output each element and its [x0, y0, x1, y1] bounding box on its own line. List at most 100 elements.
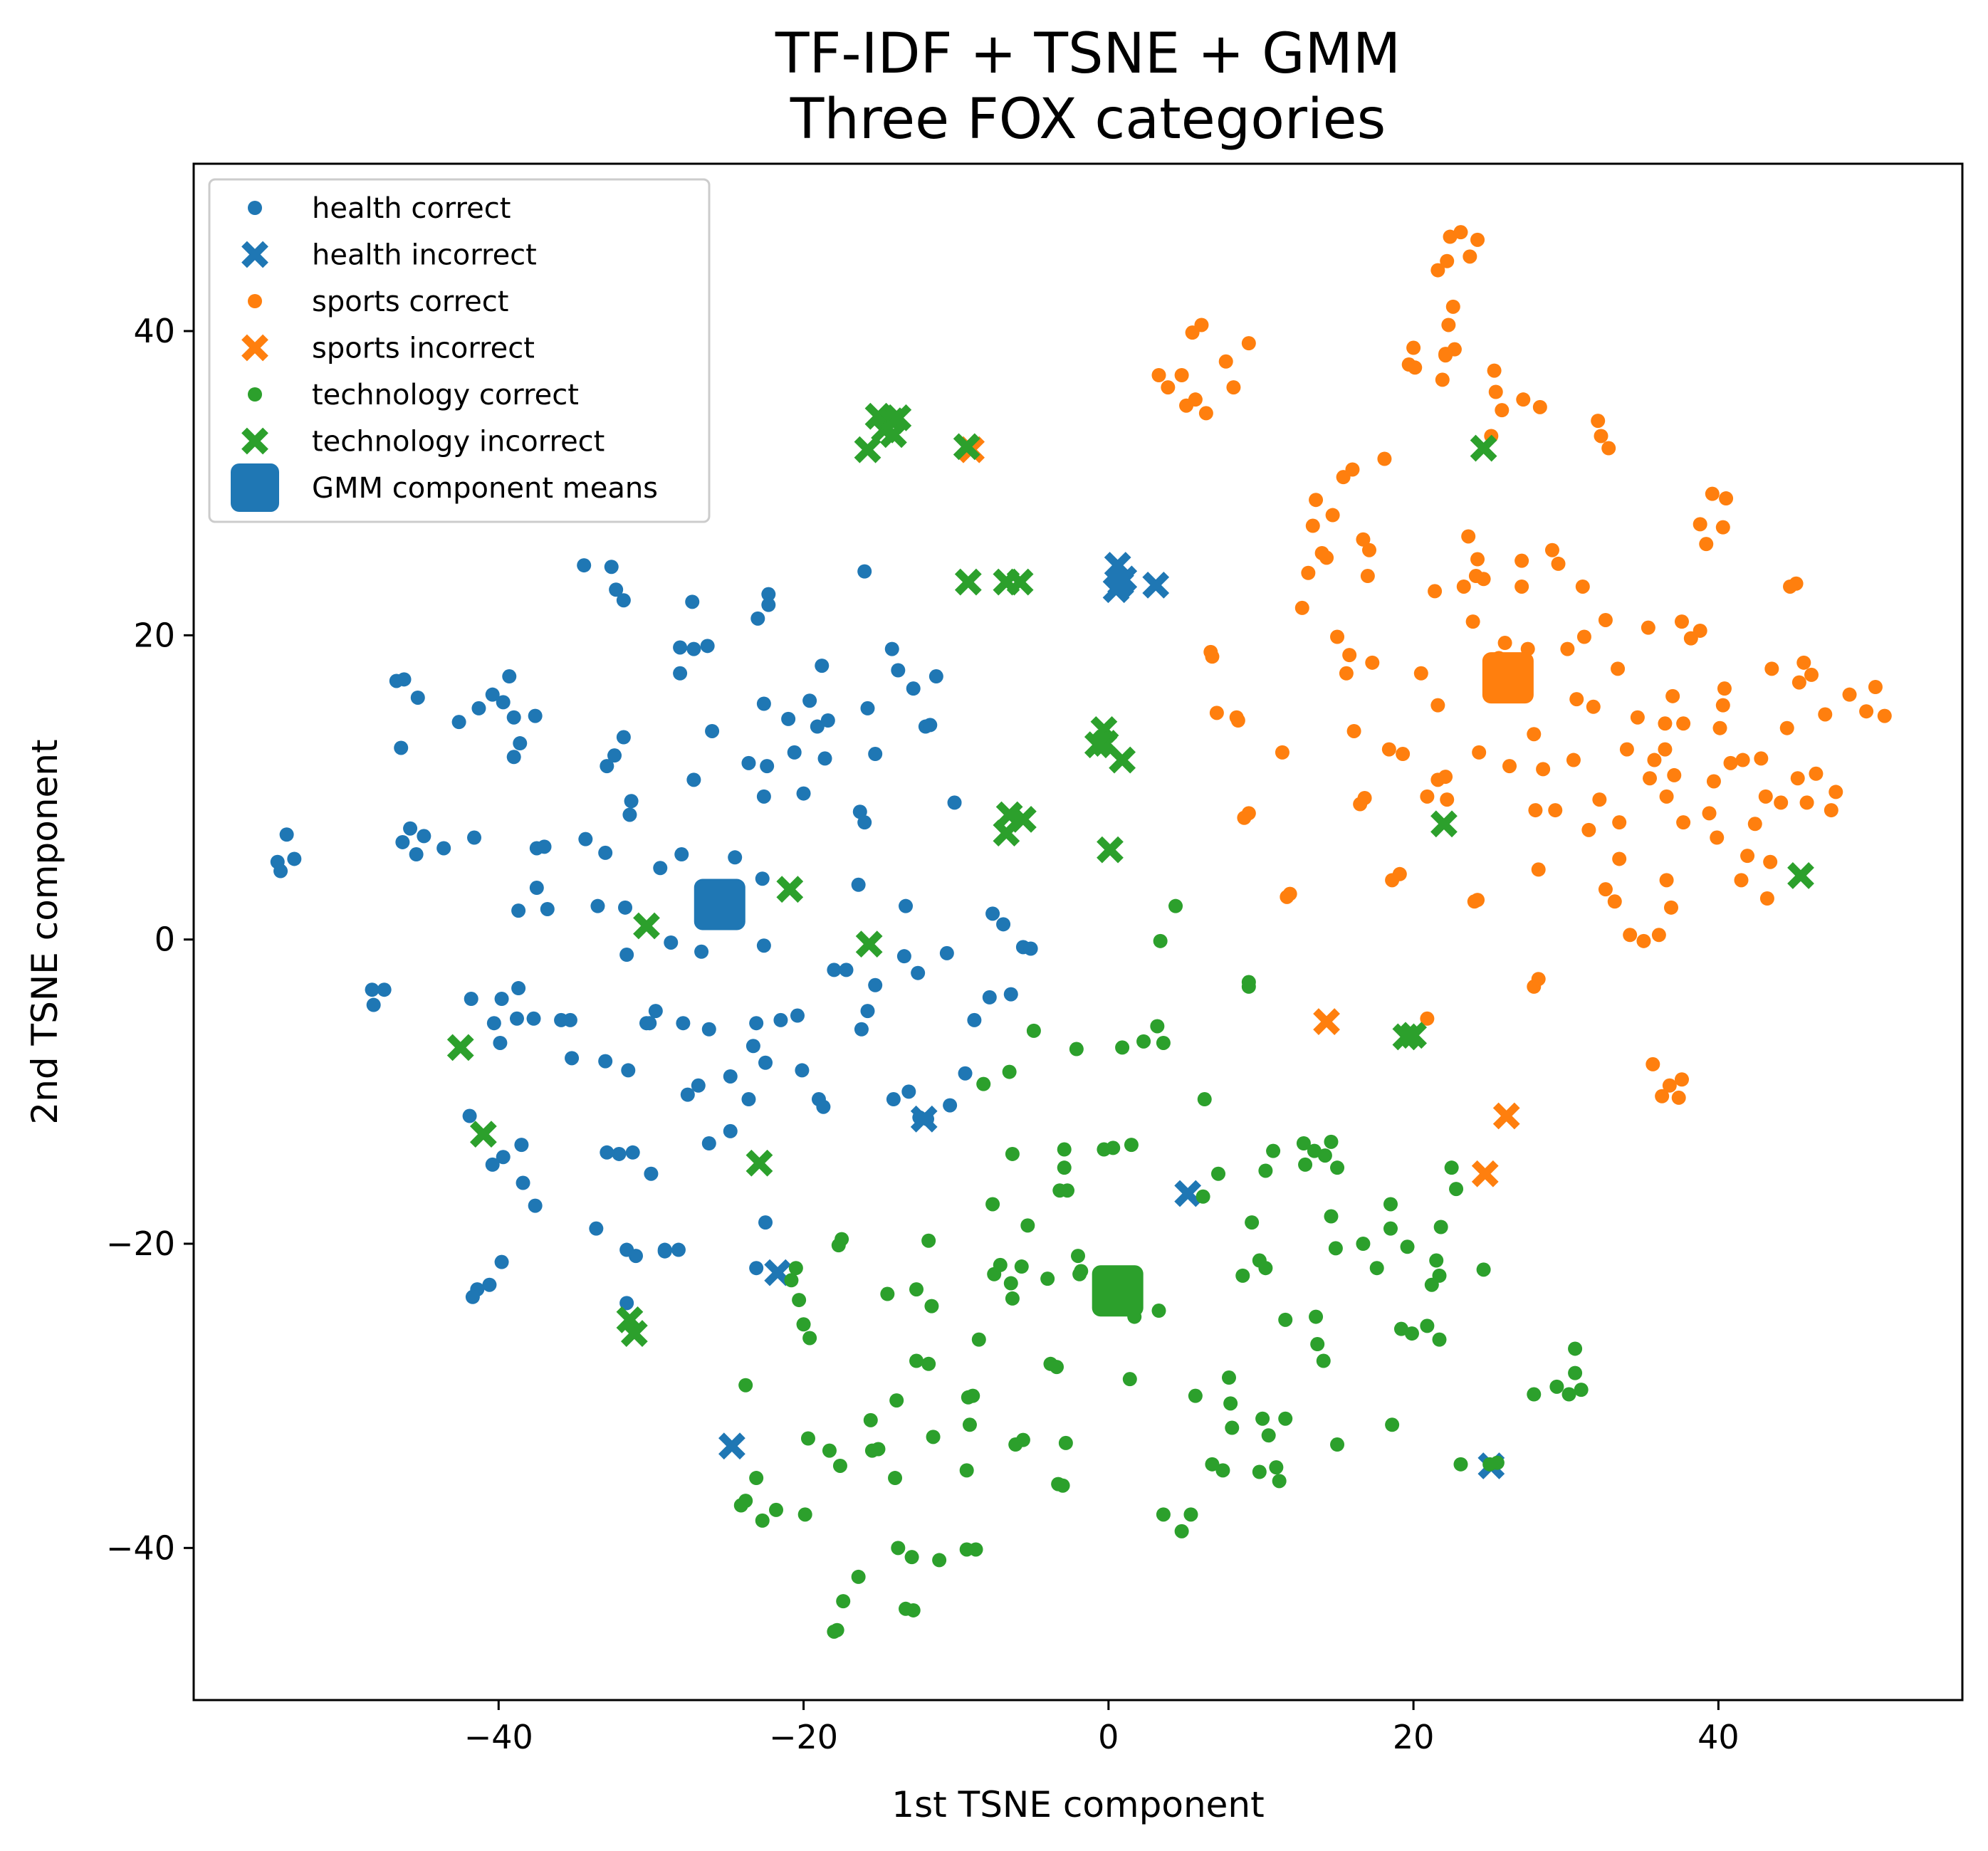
y-tick-label: 40 — [133, 312, 175, 350]
data-point-x — [884, 404, 912, 431]
data-point — [600, 759, 614, 774]
data-point — [1385, 1417, 1400, 1432]
data-point — [1470, 552, 1485, 567]
data-point-x — [1109, 746, 1136, 774]
data-point — [685, 594, 700, 609]
data-point — [287, 851, 302, 866]
data-point — [494, 992, 509, 1007]
data-point — [1106, 1141, 1121, 1155]
data-point — [394, 740, 409, 755]
data-point — [686, 772, 701, 787]
series-5 — [446, 402, 1814, 1347]
data-point — [784, 1273, 799, 1288]
data-point — [1294, 600, 1309, 615]
data-point — [1156, 1507, 1171, 1522]
data-point — [701, 1022, 716, 1037]
data-point — [932, 1553, 947, 1568]
data-point — [1161, 380, 1176, 395]
x-tick-label: −40 — [464, 1718, 533, 1756]
data-point — [577, 558, 592, 573]
gmm-mean-marker — [1092, 1265, 1144, 1317]
data-point — [1015, 1432, 1030, 1447]
legend-label: technology correct — [312, 379, 579, 411]
data-point — [1050, 1360, 1064, 1375]
data-point — [1569, 692, 1584, 707]
data-point — [1005, 1146, 1020, 1161]
data-point — [888, 1471, 903, 1486]
data-point — [451, 715, 466, 730]
data-point — [1020, 1218, 1035, 1233]
data-point — [1663, 900, 1678, 915]
data-point — [1636, 933, 1651, 948]
data-point — [1461, 529, 1476, 544]
data-point — [1764, 661, 1779, 676]
data-point — [691, 1078, 706, 1093]
data-point — [494, 1254, 509, 1269]
series-4 — [733, 898, 1589, 1639]
gmm-mean-marker — [694, 879, 746, 930]
data-point-x — [1174, 1180, 1202, 1207]
data-point — [886, 1092, 901, 1107]
data-point — [810, 719, 825, 734]
data-point — [1665, 688, 1680, 703]
data-point — [756, 938, 771, 953]
data-point — [827, 963, 842, 977]
data-point — [909, 1353, 924, 1368]
data-point — [471, 701, 486, 715]
data-point — [1435, 372, 1450, 387]
data-point — [1527, 1387, 1542, 1402]
x-tick-label: −20 — [769, 1718, 838, 1756]
data-point — [817, 751, 832, 766]
data-point — [397, 672, 412, 687]
y-tick-label: 20 — [133, 616, 175, 654]
data-point — [1619, 742, 1634, 757]
data-point — [1658, 716, 1673, 731]
data-point — [1023, 941, 1038, 956]
data-point — [758, 1055, 773, 1070]
data-point — [1740, 849, 1755, 864]
data-point — [1490, 1455, 1505, 1470]
data-point — [1575, 579, 1590, 594]
data-point — [923, 718, 938, 733]
data-point — [279, 827, 294, 842]
data-point — [705, 723, 720, 738]
data-point — [1574, 1383, 1589, 1398]
data-point — [1804, 667, 1819, 682]
data-point — [1576, 629, 1591, 644]
data-point-x — [1084, 731, 1111, 759]
data-point — [1456, 579, 1471, 594]
data-point — [1346, 723, 1361, 738]
data-point — [1877, 708, 1892, 723]
data-point — [1324, 1134, 1339, 1149]
data-point — [1330, 1160, 1345, 1175]
data-point — [1592, 792, 1607, 807]
data-point — [653, 861, 668, 876]
legend-marker — [241, 241, 268, 268]
data-point — [1392, 866, 1407, 881]
data-point — [1472, 745, 1487, 760]
data-point — [795, 1063, 810, 1078]
data-point — [1463, 249, 1477, 264]
x-tick-label: 0 — [1098, 1718, 1119, 1756]
data-point — [1568, 1365, 1583, 1380]
data-point — [1715, 698, 1730, 713]
data-point — [604, 560, 619, 575]
data-point — [1124, 1138, 1139, 1153]
data-point — [790, 1008, 805, 1023]
data-point — [1223, 1396, 1238, 1411]
data-point — [1532, 399, 1547, 414]
data-point — [835, 1232, 849, 1247]
data-point — [1432, 1332, 1447, 1347]
data-point — [1586, 699, 1601, 714]
data-point — [1197, 1092, 1212, 1107]
data-point — [590, 898, 605, 913]
data-point — [701, 1136, 716, 1150]
data-point — [884, 641, 899, 656]
data-point — [403, 821, 418, 836]
data-point — [1211, 1166, 1226, 1181]
data-point — [1235, 1268, 1250, 1283]
data-point — [756, 696, 771, 711]
data-point — [680, 1087, 695, 1102]
data-point — [486, 1016, 501, 1031]
data-point — [985, 1197, 1000, 1212]
